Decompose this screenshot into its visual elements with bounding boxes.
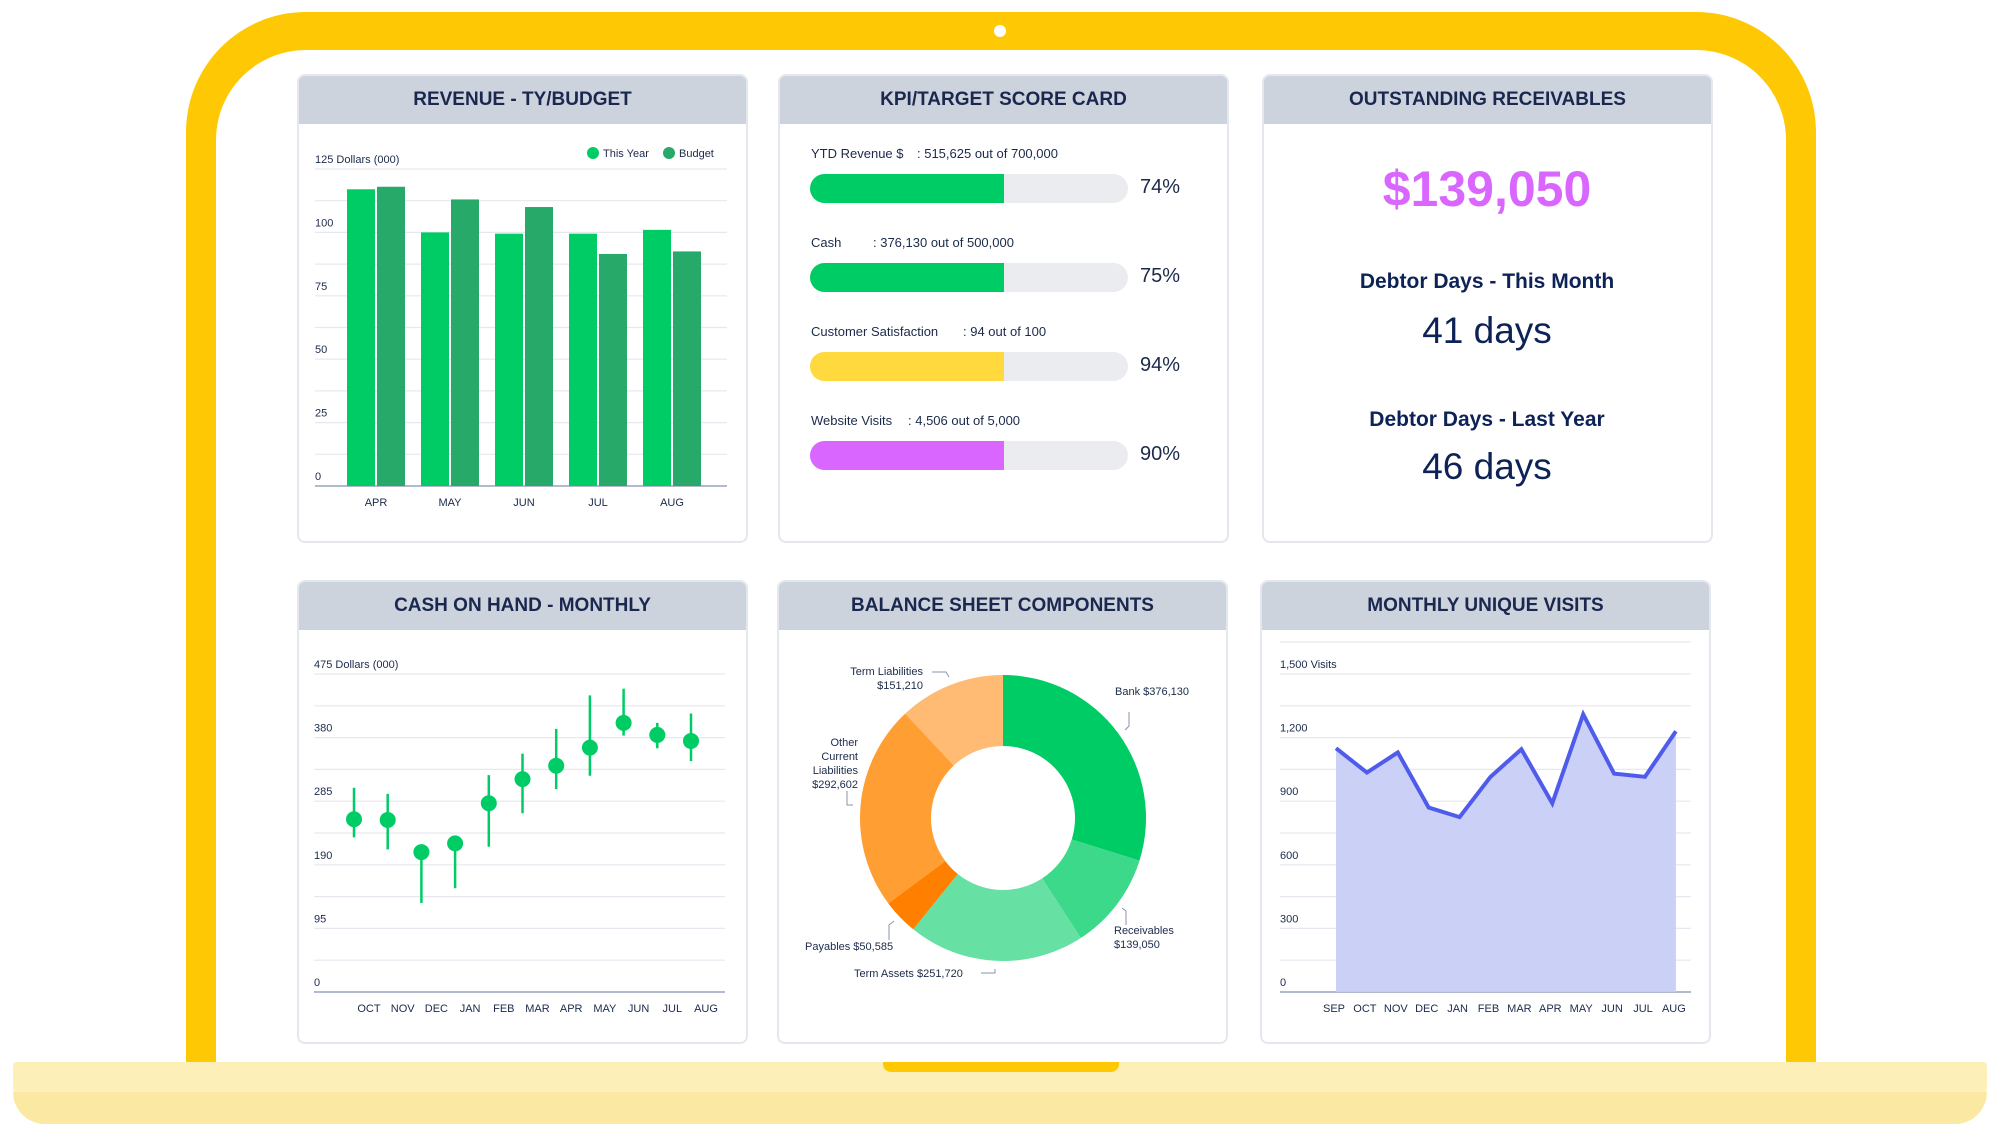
kpi-percent: 94% (1140, 354, 1181, 376)
kpi-progress-bar (810, 441, 1128, 470)
kpi-progress-fill (810, 174, 1004, 203)
kpi-label: Customer Satisfaction (811, 324, 939, 339)
kpi-detail: : 515,625 out of 700,000 (917, 146, 1058, 161)
kpi-label: Website Visits (811, 413, 893, 428)
panel-title: REVENUE - TY/BUDGET (299, 76, 746, 124)
panel-title: KPI/TARGET SCORE CARD (780, 76, 1227, 124)
panel-title: BALANCE SHEET COMPONENTS (779, 582, 1226, 630)
visits-panel: MONTHLY UNIQUE VISITS (1260, 580, 1711, 1044)
kpi-panel: KPI/TARGET SCORE CARD (778, 74, 1229, 543)
kpi-progress-bar (810, 263, 1128, 292)
debtor-days-last-year-label: Debtor Days - Last Year (1369, 408, 1605, 431)
kpi-label: Cash (811, 235, 842, 250)
kpi-progress-fill (810, 263, 1004, 292)
kpi-detail: : 376,130 out of 500,000 (873, 235, 1014, 250)
kpi-progress-fill (810, 352, 1004, 381)
receivables-amount: $139,050 (1382, 161, 1592, 217)
kpi-progress-bar (810, 352, 1128, 381)
panel-title: MONTHLY UNIQUE VISITS (1262, 582, 1709, 630)
panel-title: CASH ON HAND - MONTHLY (299, 582, 746, 630)
kpi-percent: 74% (1140, 176, 1181, 198)
debtor-days-last-year-value: 46 days (1422, 446, 1552, 487)
kpi-percent: 75% (1140, 265, 1181, 287)
receivables-panel: OUTSTANDING RECEIVABLES (1262, 74, 1713, 543)
balance-panel: BALANCE SHEET COMPONENTS (777, 580, 1228, 1044)
kpi-progress-bar (810, 174, 1128, 203)
kpi-detail: : 4,506 out of 5,000 (908, 413, 1021, 428)
camera-icon (994, 25, 1006, 37)
debtor-days-this-month-value: 41 days (1422, 310, 1552, 351)
kpi-detail: : 94 out of 100 (963, 324, 1047, 339)
panel-title: OUTSTANDING RECEIVABLES (1264, 76, 1711, 124)
revenue-panel: REVENUE - TY/BUDGET (297, 74, 748, 543)
laptop-notch (883, 1062, 1119, 1072)
cash-panel: CASH ON HAND - MONTHLY (297, 580, 748, 1044)
kpi-label: YTD Revenue $ (811, 146, 904, 161)
debtor-days-this-month-label: Debtor Days - This Month (1359, 270, 1615, 293)
kpi-percent: 90% (1140, 443, 1181, 465)
kpi-progress-fill (810, 441, 1004, 470)
laptop-base-edge (13, 1092, 1987, 1124)
